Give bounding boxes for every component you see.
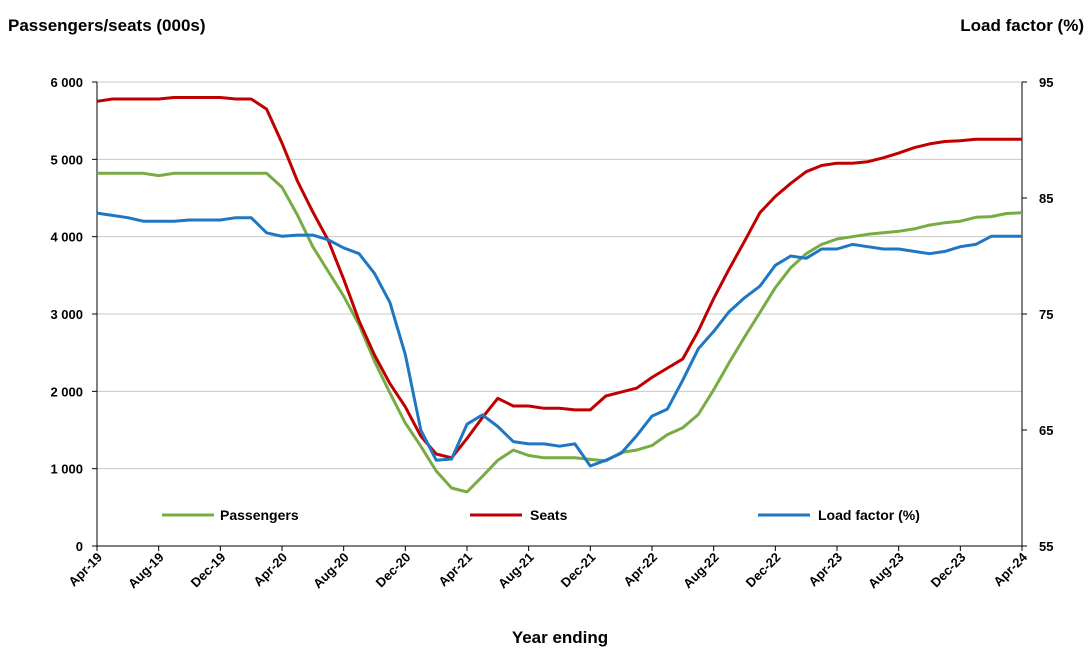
axes [92,81,1027,551]
x-tick-label: Apr-21 [435,550,475,590]
x-tick-label: Dec-23 [928,550,969,591]
right-tick-label: 75 [1039,307,1053,322]
passengers-line [97,171,1023,494]
x-tick-label: Apr-24 [990,549,1030,589]
right-tick-label: 85 [1039,191,1053,206]
left-tick-label: 5 000 [50,152,83,167]
left-tick-label: 3 000 [50,307,83,322]
left-tick-label: 2 000 [50,384,83,399]
legend-label-seats: Seats [530,507,568,523]
seats-line [96,96,1022,460]
series-lines [96,96,1023,494]
x-tick-label: Apr-23 [805,550,845,590]
left-tick-label: 4 000 [50,230,83,245]
x-tick-label: Apr-19 [65,550,105,590]
load-factor-line [96,211,1022,468]
right-tick-label: 95 [1039,75,1053,90]
x-tick-label: Dec-22 [743,550,784,591]
right-axis-title: Load factor (%) [960,16,1084,35]
x-tick-label: Aug-21 [495,550,537,592]
x-axis-title: Year ending [512,628,608,647]
right-tick-label: 65 [1039,423,1053,438]
left-axis-title: Passengers/seats (000s) [8,16,206,35]
x-tick-label: Aug-20 [310,550,352,592]
gridlines [97,81,1022,470]
left-tick-label: 1 000 [50,462,83,477]
x-tick-label: Apr-22 [620,550,660,590]
x-tick-label: Aug-19 [125,550,167,592]
x-tick-label: Aug-22 [680,550,722,592]
legend-label-passengers: Passengers [220,507,299,523]
legend-label-load-factor: Load factor (%) [818,507,920,523]
x-tick-label: Dec-20 [373,550,414,591]
left-tick-label: 6 000 [50,75,83,90]
x-tick-label: Dec-21 [558,550,599,591]
x-tick-label: Aug-23 [865,550,907,592]
x-tick-label: Dec-19 [188,550,229,591]
x-tick-label: Apr-20 [250,550,290,590]
legend: Passengers Seats Load factor (%) [162,507,920,523]
right-tick-label: 55 [1039,539,1053,554]
left-tick-label: 0 [76,539,83,554]
